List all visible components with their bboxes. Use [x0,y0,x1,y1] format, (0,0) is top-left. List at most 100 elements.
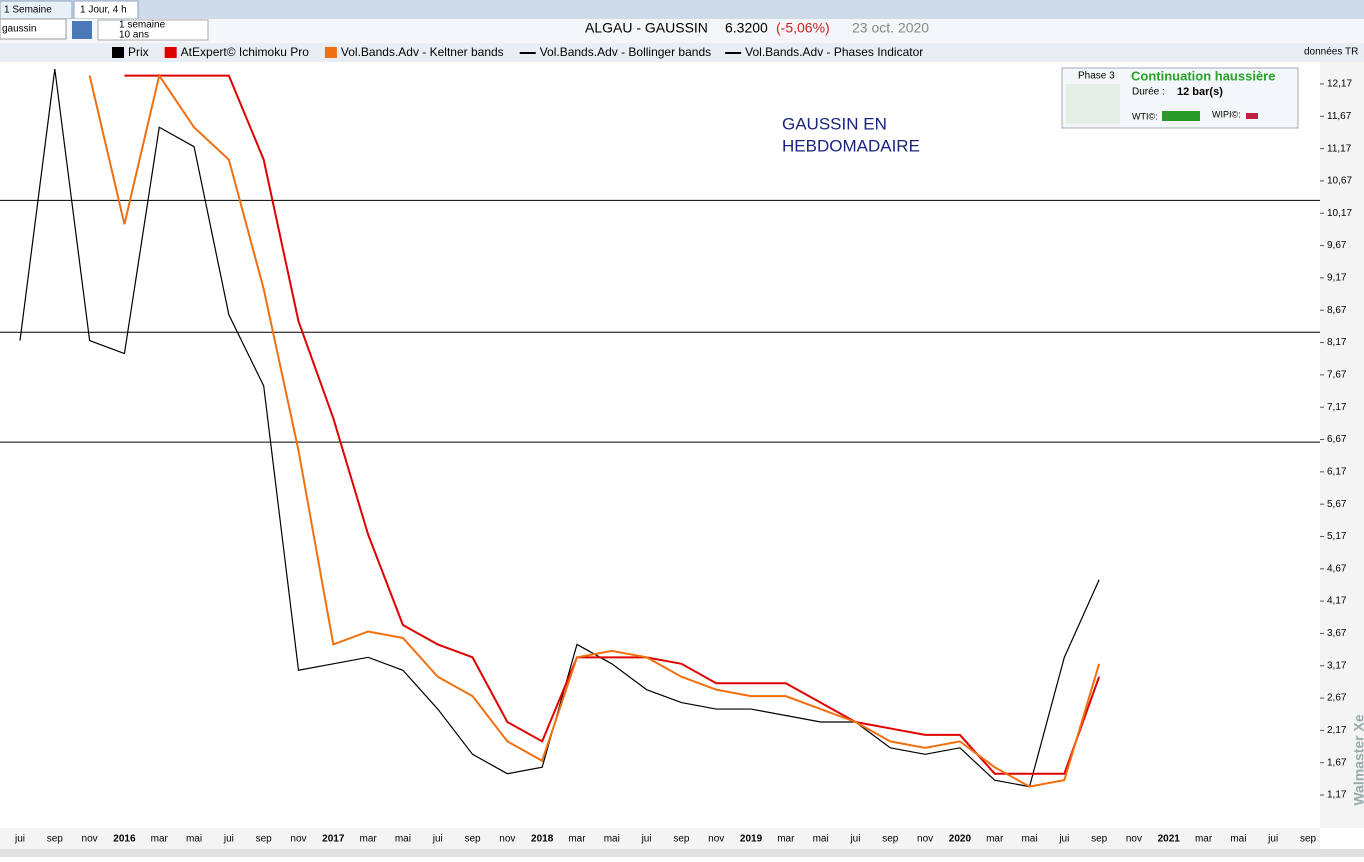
x-tick-label: sep [1300,834,1317,845]
x-tick-label: sep [256,834,273,845]
duration: 12 bar(s) [1177,86,1223,98]
y-tick-label: 10,67 [1327,176,1352,187]
x-tick-label: nov [917,834,933,845]
x-tick-label: jui [432,834,443,845]
watermark: Walmaster Xe [1351,714,1364,806]
y-tick-label: 11,67 [1327,111,1352,122]
x-tick-label: nov [499,834,515,845]
x-tick-label: nov [290,834,306,845]
legend-label: AtExpert© Ichimoku Pro [181,45,310,59]
x-tick-label: nov [708,834,724,845]
y-tick-label: 5,17 [1327,531,1347,542]
x-tick-label: 2019 [740,834,763,845]
y-tick-label: 7,17 [1327,402,1347,413]
x-tick-label: jui [14,834,25,845]
duration-label: Durée : [1132,87,1165,98]
y-tick-label: 9,17 [1327,273,1347,284]
range-text: 10 ans [119,30,149,41]
y-tick-label: 4,17 [1327,596,1347,607]
scrollbar[interactable] [0,849,1364,857]
legend-bar [0,43,1364,62]
y-tick-label: 7,67 [1327,370,1347,381]
data-source: données TR [1304,47,1358,58]
series-line [88,73,1101,788]
y-tick-label: 1,67 [1327,757,1347,768]
legend-swatch [324,47,337,58]
change: (-5,06%) [776,20,830,36]
x-tick-label: mai [186,834,202,845]
y-tick-label: 6,67 [1327,434,1347,445]
tab-label: 1 Jour, 4 h [80,5,127,16]
x-tick-label: mai [395,834,411,845]
tab-bar [0,0,1364,19]
y-tick-label: 5,67 [1327,499,1347,510]
phase-thumbnail [1066,84,1120,124]
y-tick-label: 4,67 [1327,563,1347,574]
legend-swatch [164,47,177,58]
x-tick-label: mai [604,834,620,845]
y-tick-label: 1,17 [1327,790,1347,801]
date: 23 oct. 2020 [852,20,929,36]
legend-label: Vol.Bands.Adv - Bollinger bands [540,45,711,59]
x-tick-label: sep [882,834,899,845]
y-tick-label: 10,17 [1327,208,1352,219]
x-tick-label: sep [673,834,690,845]
legend-label: Vol.Bands.Adv - Phases Indicator [745,45,923,59]
annotation: GAUSSIN EN [782,114,887,133]
x-tick-label: jui [223,834,234,845]
x-tick-label: 2021 [1158,834,1181,845]
x-tick-label: jui [1267,834,1278,845]
y-tick-label: 8,17 [1327,337,1347,348]
series-line [19,69,1100,788]
y-tick-label: 12,17 [1327,79,1352,90]
period-select[interactable] [97,19,209,41]
x-tick-label: mai [1021,834,1037,845]
toolbar [0,19,1364,43]
annotation: HEBDOMADAIRE [782,136,920,155]
x-tick-label: 2020 [949,834,972,845]
x-tick-label: jui [849,834,860,845]
y-tick-label: 11,17 [1327,143,1352,154]
price: 6.3200 [725,20,768,36]
phase-label: Phase 3 [1078,71,1115,82]
y-tick-label: 9,67 [1327,240,1347,251]
book-icon[interactable] [72,21,92,39]
x-tick-label: mai [813,834,829,845]
legend-label: Prix [128,45,149,59]
x-tick-label: sep [464,834,481,845]
period-text: 1 semaine [119,20,166,31]
series-line [124,74,1101,775]
x-tick-label: jui [641,834,652,845]
legend-swatch [112,47,124,58]
x-tick-label: 2016 [113,834,136,845]
y-tick-label: 3,17 [1327,660,1347,671]
y-tick-label: 8,67 [1327,305,1347,316]
x-tick-label: sep [1091,834,1108,845]
legend-label: Vol.Bands.Adv - Keltner bands [341,45,504,59]
wti-gauge [1162,111,1200,121]
x-tick-label: mar [777,834,795,845]
x-tick-label: nov [1126,834,1142,845]
y-tick-label: 2,67 [1327,693,1347,704]
x-tick-label: jui [1058,834,1069,845]
y-tick-label: 2,17 [1327,725,1347,736]
tab-label: 1 Semaine [4,5,52,16]
x-tick-label: mar [568,834,586,845]
x-tick-label: sep [47,834,64,845]
x-tick-label: mai [1230,834,1246,845]
search-text: gaussin [2,24,36,35]
wipi-gauge [1246,113,1258,119]
wipi-label: WIPI©: [1212,109,1241,119]
y-tick-label: 6,17 [1327,466,1347,477]
search-box[interactable] [0,18,67,40]
x-tick-label: mar [1195,834,1213,845]
y-axis-panel [1320,62,1364,828]
wti-label: WTI©: [1132,111,1158,121]
x-tick-label: mar [151,834,169,845]
x-tick-label: 2018 [531,834,554,845]
symbol: ALGAU - GAUSSIN [585,20,708,36]
phase-title: Continuation haussière [1131,68,1275,83]
x-tick-label: 2017 [322,834,345,845]
